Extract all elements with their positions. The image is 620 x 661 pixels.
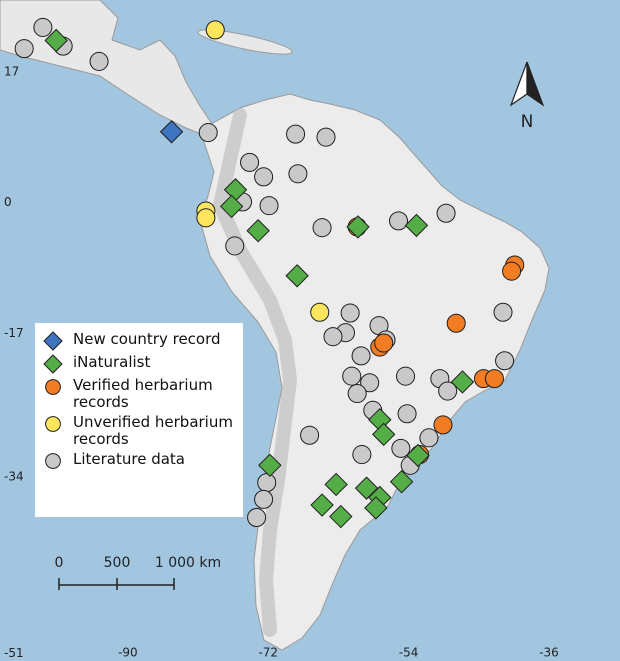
legend-marker — [45, 416, 61, 432]
legend-label: New country record — [73, 330, 221, 348]
point — [225, 236, 245, 256]
y-tick-label: -51 — [4, 646, 24, 660]
point — [388, 211, 409, 231]
point — [404, 213, 429, 238]
point — [288, 164, 308, 184]
point — [484, 369, 504, 389]
point — [312, 218, 332, 238]
point — [33, 17, 53, 37]
point — [406, 443, 430, 468]
point — [329, 504, 353, 529]
north-arrow-right — [526, 61, 545, 107]
legend-label: Unverified herbarium records — [73, 413, 233, 448]
legend-item: Verified herbarium records — [41, 377, 237, 411]
point — [450, 370, 475, 394]
point — [300, 425, 320, 445]
point — [352, 445, 372, 465]
point — [286, 124, 306, 144]
legend-label: Literature data — [73, 450, 186, 468]
point — [364, 496, 388, 520]
point — [391, 438, 411, 458]
point — [360, 373, 380, 393]
point — [240, 152, 260, 172]
legend-symbol — [45, 379, 61, 395]
point — [502, 261, 522, 281]
x-tick-label: -90 — [118, 646, 138, 660]
point — [219, 194, 244, 219]
point — [342, 366, 362, 386]
legend-label: Verified herbarium records — [73, 376, 213, 411]
point — [198, 123, 218, 143]
point — [351, 346, 371, 366]
point — [347, 384, 367, 404]
legend-label: iNaturalist — [73, 353, 151, 371]
point — [205, 20, 225, 40]
point — [396, 366, 416, 386]
points — [14, 17, 525, 529]
point — [493, 302, 513, 322]
point — [397, 404, 417, 424]
point — [433, 415, 453, 435]
point — [257, 473, 277, 493]
legend-symbol — [43, 354, 63, 374]
x-tick-label: -36 — [539, 646, 559, 660]
legend-symbol — [45, 453, 61, 469]
legend-marker — [43, 331, 63, 351]
scale-label: 500 — [104, 555, 131, 571]
point — [495, 351, 515, 371]
point — [159, 120, 184, 144]
y-tick-label: -17 — [4, 326, 24, 340]
point — [196, 208, 216, 228]
point — [438, 381, 458, 401]
point — [324, 472, 348, 497]
x-tick-label: -72 — [258, 646, 278, 660]
scale-bar: 0 500 1 000 km — [55, 555, 221, 590]
legend-symbol — [43, 331, 63, 351]
legend-item: New country record — [41, 331, 237, 351]
point — [436, 203, 456, 223]
legend-item: iNaturalist — [41, 354, 237, 374]
legend-marker — [45, 453, 61, 469]
legend-item: Literature data — [41, 451, 237, 471]
north-arrow: N — [509, 61, 545, 132]
point — [89, 51, 109, 71]
point — [346, 215, 370, 239]
point — [14, 39, 34, 59]
legend-symbol — [45, 416, 61, 432]
point — [340, 303, 360, 323]
legend: New country record iNaturalist Verified he… — [35, 323, 243, 517]
legend-item: Unverified herbarium records — [41, 414, 237, 448]
point — [323, 327, 343, 347]
legend-marker — [43, 354, 63, 374]
legend-marker — [45, 379, 61, 395]
point — [259, 196, 279, 216]
point — [258, 453, 282, 478]
y-tick-label: 0 — [4, 195, 12, 209]
y-tick-label: -34 — [4, 470, 24, 484]
point — [247, 507, 267, 528]
point — [44, 28, 68, 53]
point — [446, 313, 466, 333]
x-tick-label: -54 — [399, 646, 419, 660]
south-america — [199, 93, 550, 651]
andes-relief — [212, 108, 298, 637]
point — [316, 127, 336, 147]
point — [246, 219, 270, 243]
point — [285, 264, 309, 288]
point — [371, 422, 396, 447]
point — [389, 469, 414, 494]
point — [419, 428, 439, 448]
scale-label: 0 — [55, 555, 64, 571]
point — [374, 333, 394, 353]
point — [254, 489, 274, 509]
point — [310, 302, 330, 322]
point — [254, 167, 274, 187]
scale-label: 1 000 km — [155, 555, 221, 571]
y-tick-label: 17 — [4, 64, 19, 78]
point — [310, 493, 334, 517]
north-label: N — [521, 112, 534, 132]
